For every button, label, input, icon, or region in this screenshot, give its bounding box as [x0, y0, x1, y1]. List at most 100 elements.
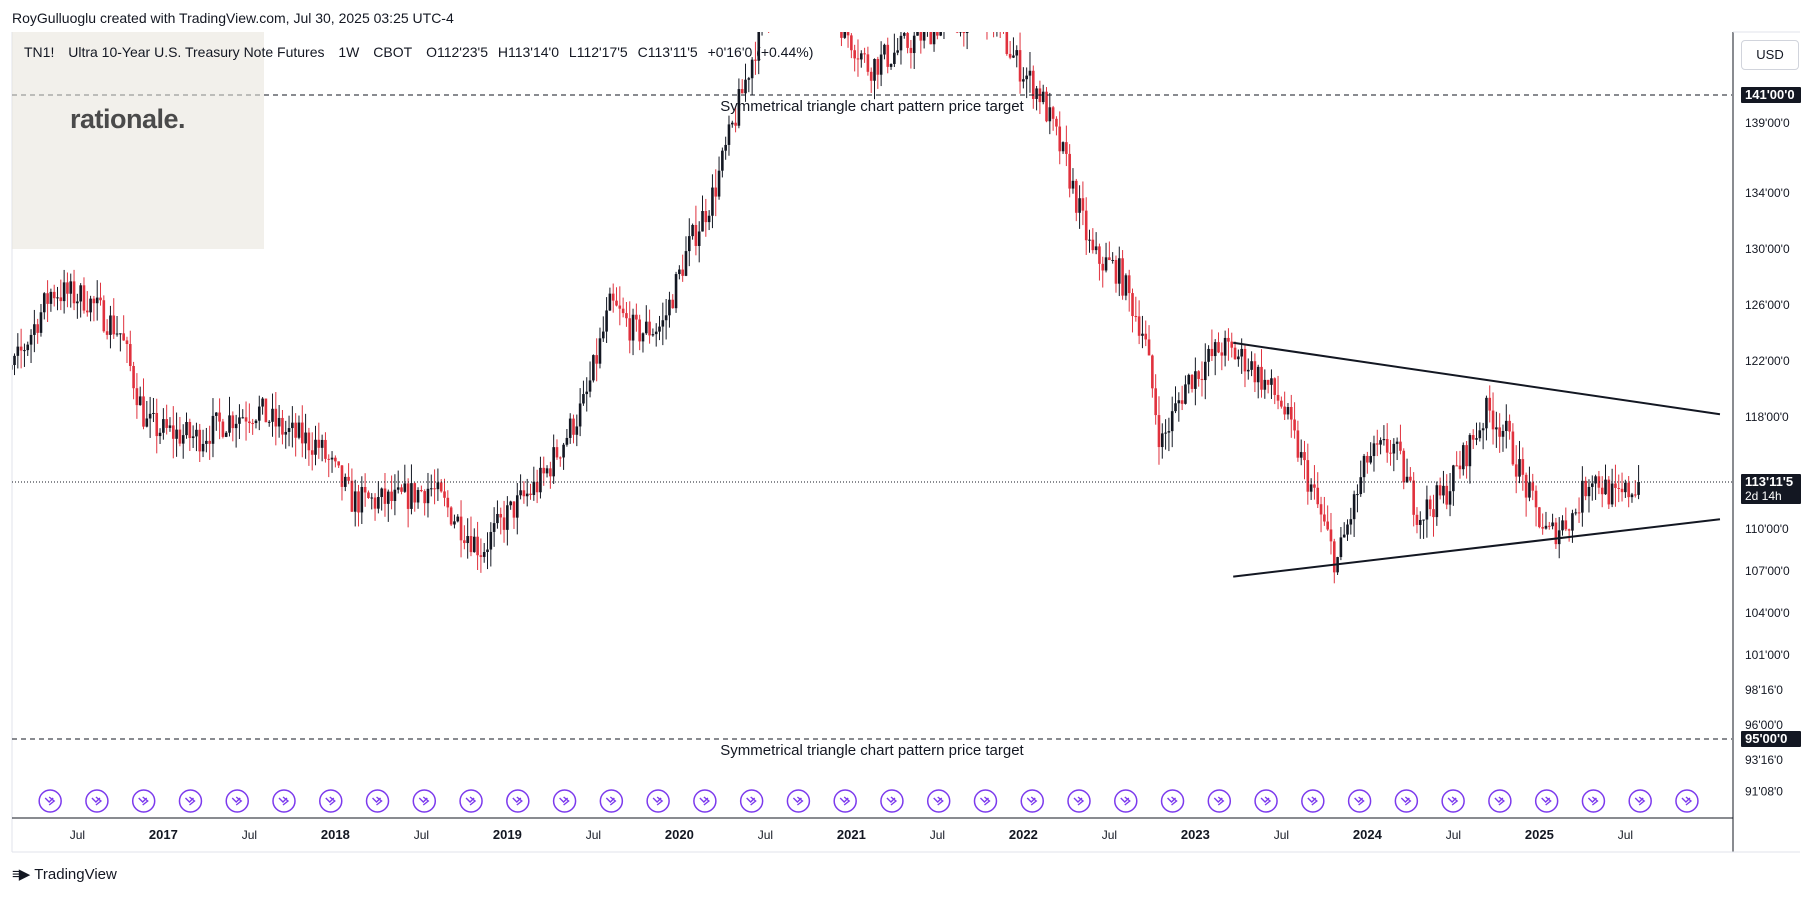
dividend-event-icon[interactable]: [1067, 789, 1091, 813]
candle-body: [1101, 263, 1105, 271]
trendline-lower[interactable]: [1233, 518, 1721, 578]
candle-body: [1240, 348, 1243, 357]
dividend-event-icon[interactable]: [926, 789, 951, 813]
candle-body: [7, 370, 10, 372]
dividend-event-icon[interactable]: [85, 789, 109, 813]
candle-body: [1164, 432, 1167, 434]
symbol-exchange: CBOT: [373, 44, 413, 60]
tradingview-logo-icon: ≡▶: [12, 866, 30, 883]
candle-body: [208, 440, 211, 444]
dividend-event-icon[interactable]: [1347, 789, 1372, 813]
dividend-event-icon[interactable]: [1160, 789, 1185, 813]
dividend-event-icon[interactable]: [506, 789, 530, 813]
y-tick-label: 139'00'0: [1745, 116, 1790, 130]
candle-body: [1008, 53, 1012, 58]
candle-body: [1597, 476, 1601, 488]
x-tick-label: 2020: [665, 827, 694, 842]
candle-body: [529, 493, 532, 496]
candle-body: [549, 468, 552, 477]
dividend-event-icon[interactable]: [131, 789, 156, 813]
candle-body: [1468, 435, 1472, 467]
dividend-event-icon[interactable]: [1488, 789, 1512, 813]
candle-body: [1610, 483, 1614, 505]
candle-body: [284, 431, 288, 435]
candle-body: [456, 516, 460, 522]
dividend-event-icon[interactable]: [1675, 789, 1699, 813]
candle-body: [277, 417, 281, 427]
candle-body: [678, 269, 681, 275]
candle-body: [79, 285, 82, 302]
y-tick-label: 126'00'0: [1745, 298, 1790, 312]
candle-body: [1177, 400, 1181, 404]
candle-body: [1590, 483, 1594, 487]
candle-body: [1028, 70, 1032, 76]
dividend-event-icon[interactable]: [459, 789, 483, 813]
candle-body: [433, 488, 436, 490]
candle-body: [1154, 388, 1157, 416]
candle-body: [29, 334, 33, 345]
candle-body: [188, 421, 192, 439]
dividend-event-icon[interactable]: [412, 789, 437, 813]
candle-body: [558, 457, 562, 459]
candle-body: [406, 483, 410, 509]
dividend-event-icon[interactable]: [599, 789, 624, 813]
dividend-event-icon[interactable]: [1628, 789, 1652, 813]
candle-body: [307, 432, 311, 451]
candle-body: [701, 211, 704, 232]
dividend-event-icon[interactable]: [646, 789, 670, 813]
candle-body: [310, 450, 314, 455]
candle-body: [198, 429, 202, 452]
candle-body: [1091, 239, 1095, 251]
candle-body: [830, 0, 833, 11]
dividend-event-icon[interactable]: [1394, 789, 1419, 813]
currency-button[interactable]: USD: [1741, 40, 1799, 70]
candle-body: [922, 32, 926, 41]
symbol-ticker[interactable]: TN1!: [24, 44, 55, 60]
candle-body: [664, 315, 668, 321]
ohlc-high: H113'14'0: [497, 44, 560, 60]
dividend-event-icon[interactable]: [1020, 789, 1044, 813]
candle-body: [1293, 419, 1296, 431]
dividend-event-icon[interactable]: [225, 789, 249, 813]
dividend-event-icon[interactable]: [178, 789, 203, 813]
dividend-event-icon[interactable]: [1534, 789, 1559, 813]
footer-brand[interactable]: ≡▶ TradingView: [12, 865, 117, 884]
candle-body: [1031, 70, 1035, 99]
dividend-event-icon[interactable]: [1441, 789, 1465, 813]
candle-body: [1511, 431, 1515, 465]
dividend-event-icon[interactable]: [272, 789, 296, 813]
candle-body: [1121, 258, 1124, 296]
candle-body: [598, 338, 602, 364]
candle-body: [906, 33, 909, 48]
dividend-event-icon[interactable]: [552, 789, 577, 813]
candle-body: [1627, 482, 1630, 498]
dividend-event-icon[interactable]: [739, 789, 764, 813]
candle-body: [1081, 198, 1085, 211]
candle-body: [1624, 482, 1627, 493]
trendline-upper[interactable]: [1233, 341, 1721, 416]
dividend-event-icon[interactable]: [1207, 789, 1232, 813]
dividend-event-icon[interactable]: [693, 789, 717, 813]
candle-body: [1276, 394, 1280, 401]
candle-body: [1055, 118, 1058, 127]
dividend-event-icon[interactable]: [1581, 789, 1606, 813]
dividend-event-icon[interactable]: [1301, 789, 1325, 813]
candle-body: [1445, 485, 1449, 505]
candle-body: [737, 89, 741, 126]
dividend-event-icon[interactable]: [833, 789, 857, 813]
dividend-event-icon[interactable]: [38, 789, 62, 813]
dividend-event-icon[interactable]: [786, 789, 811, 813]
candle-body: [1326, 521, 1329, 530]
candle-body: [59, 297, 63, 302]
candle-body: [1458, 465, 1462, 470]
dividend-event-icon[interactable]: [1114, 789, 1138, 813]
symbol-info-bar[interactable]: TN1! Ultra 10-Year U.S. Treasury Note Fu…: [24, 44, 823, 60]
dividend-event-icon[interactable]: [880, 789, 904, 813]
dividend-event-icon[interactable]: [1254, 789, 1278, 813]
dividend-event-icon[interactable]: [319, 789, 343, 813]
price-tag-2: [1741, 473, 1801, 504]
candle-body: [274, 408, 278, 427]
dividend-event-icon[interactable]: [365, 789, 390, 813]
dividend-event-icon[interactable]: [973, 789, 998, 813]
